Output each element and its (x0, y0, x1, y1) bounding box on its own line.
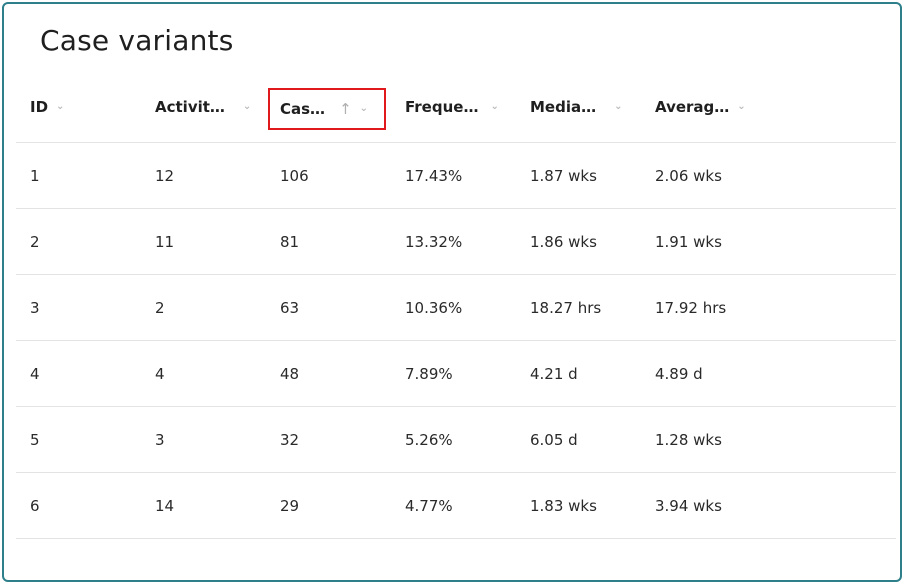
cell-frequency: 4.77% (405, 496, 453, 515)
column-header-activities[interactable]: Activit… ⌄ (155, 72, 251, 142)
column-header-frequency[interactable]: Freque… ⌄ (405, 72, 499, 142)
cell-frequency: 17.43% (405, 166, 463, 185)
case-variants-table: ID ⌄ Activit… ⌄ Cas… ↑ ⌄ Freque… ⌄ Media… (16, 72, 896, 539)
cell-median: 1.86 wks (530, 232, 597, 251)
table-row[interactable]: 6 14 29 4.77% 1.83 wks 3.94 wks (16, 473, 896, 539)
column-header-id[interactable]: ID ⌄ (30, 72, 64, 142)
cell-median: 4.21 d (530, 364, 578, 383)
cell-activities: 14 (155, 496, 175, 515)
cell-id: 4 (30, 364, 40, 383)
column-header-label: ID (30, 98, 49, 116)
cell-cases: 29 (280, 496, 300, 515)
cell-average: 1.91 wks (655, 232, 722, 251)
chevron-down-icon[interactable]: ⌄ (242, 101, 252, 112)
cell-median: 18.27 hrs (530, 298, 602, 317)
cell-cases: 32 (280, 430, 300, 449)
column-header-label: Averag… (655, 98, 730, 116)
cell-average: 4.89 d (655, 364, 703, 383)
cell-average: 17.92 hrs (655, 298, 727, 317)
chevron-down-icon[interactable]: ⌄ (737, 101, 746, 112)
column-header-label: Activit… (155, 98, 225, 116)
arrow-up-icon[interactable]: ↑ (339, 100, 352, 118)
table-row[interactable]: 2 11 81 13.32% 1.86 wks 1.91 wks (16, 209, 896, 275)
cell-average: 3.94 wks (655, 496, 722, 515)
cell-frequency: 7.89% (405, 364, 453, 383)
cell-activities: 12 (155, 166, 175, 185)
chevron-down-icon[interactable]: ⌄ (56, 101, 65, 112)
cell-cases: 106 (280, 166, 309, 185)
cell-average: 1.28 wks (655, 430, 722, 449)
cell-id: 3 (30, 298, 40, 317)
panel-title: Case variants (40, 24, 234, 57)
cell-id: 1 (30, 166, 40, 185)
table-row[interactable]: 4 4 48 7.89% 4.21 d 4.89 d (16, 341, 896, 407)
cell-cases: 81 (280, 232, 300, 251)
column-header-cases[interactable]: Cas… ↑ ⌄ (268, 88, 386, 130)
chevron-down-icon[interactable]: ⌄ (490, 101, 499, 112)
cell-median: 6.05 d (530, 430, 578, 449)
cell-frequency: 10.36% (405, 298, 463, 317)
cell-activities: 2 (155, 298, 165, 317)
cell-activities: 4 (155, 364, 165, 383)
column-header-median[interactable]: Media… ⌄ (530, 72, 623, 142)
table-row[interactable]: 1 12 106 17.43% 1.87 wks 2.06 wks (16, 143, 896, 209)
table-header: ID ⌄ Activit… ⌄ Cas… ↑ ⌄ Freque… ⌄ Media… (16, 72, 896, 143)
column-header-label: Media… (530, 98, 597, 116)
table-row[interactable]: 5 3 32 5.26% 6.05 d 1.28 wks (16, 407, 896, 473)
cell-activities: 3 (155, 430, 165, 449)
cell-cases: 48 (280, 364, 300, 383)
cell-id: 6 (30, 496, 40, 515)
chevron-down-icon[interactable]: ⌄ (614, 101, 623, 112)
cell-id: 2 (30, 232, 40, 251)
table-row[interactable]: 3 2 63 10.36% 18.27 hrs 17.92 hrs (16, 275, 896, 341)
cell-activities: 11 (155, 232, 175, 251)
cell-median: 1.83 wks (530, 496, 597, 515)
column-header-average[interactable]: Averag… ⌄ (655, 72, 746, 142)
chevron-down-icon[interactable]: ⌄ (359, 103, 369, 114)
cell-frequency: 5.26% (405, 430, 453, 449)
cell-median: 1.87 wks (530, 166, 597, 185)
column-header-label: Cas… (280, 100, 326, 118)
column-header-label: Freque… (405, 98, 479, 116)
cell-id: 5 (30, 430, 40, 449)
cell-average: 2.06 wks (655, 166, 722, 185)
cell-cases: 63 (280, 298, 300, 317)
cell-frequency: 13.32% (405, 232, 463, 251)
